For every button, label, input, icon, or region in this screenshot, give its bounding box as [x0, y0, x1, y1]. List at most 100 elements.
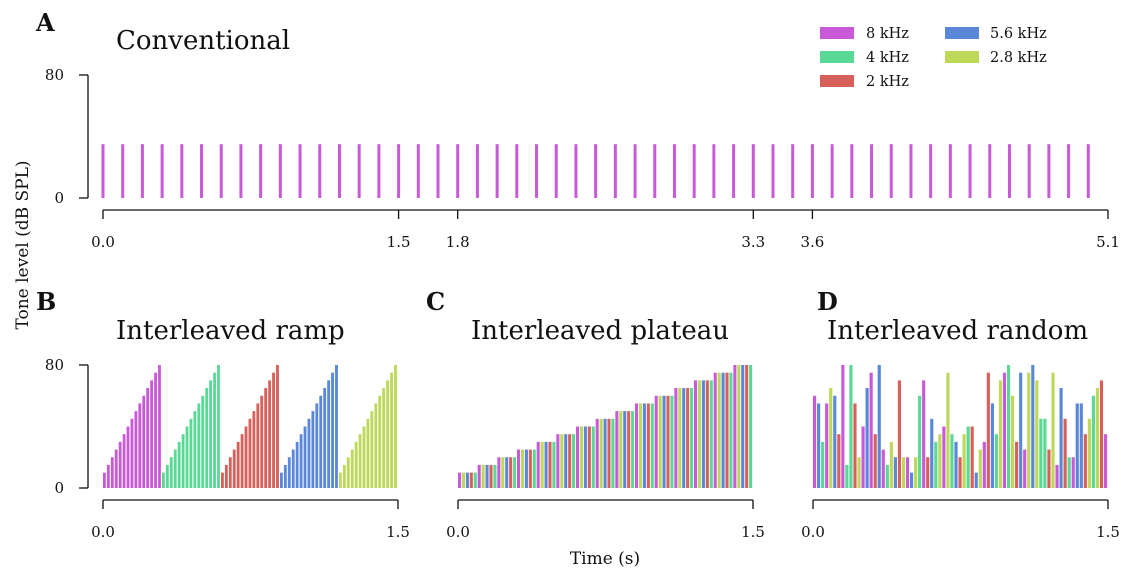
bar-8khz [1002, 372, 1007, 488]
bar-4khz [201, 395, 205, 488]
bar-8khz [909, 144, 913, 198]
bar-2-8khz [362, 426, 366, 488]
bar-2-8khz [366, 418, 370, 488]
bar-8khz [200, 144, 204, 198]
bar-8khz [1007, 144, 1011, 198]
bar-8khz [633, 144, 637, 198]
bar-2-8khz [461, 472, 466, 488]
legend-label-2khz: 2 kHz [866, 74, 909, 90]
bar-2khz [228, 457, 232, 488]
bar-4khz [950, 434, 954, 488]
bar-5-6khz [893, 457, 897, 488]
bar-2khz [646, 403, 650, 488]
bar-8khz [536, 441, 540, 488]
bar-5-6khz [1059, 388, 1063, 488]
bar-2khz [666, 395, 670, 488]
bar-2-8khz [560, 434, 564, 488]
bar-2khz [587, 426, 591, 488]
bar-2-8khz [386, 380, 390, 488]
panel-d-plot: 0.0 1.5 [801, 365, 1120, 541]
panel-letter-b: B [36, 287, 56, 316]
bar-8khz [298, 144, 302, 198]
bar-8khz [870, 144, 874, 198]
bar-8khz [118, 441, 122, 488]
legend-swatch-2-8khz [945, 51, 979, 63]
bar-5-6khz [877, 365, 881, 488]
bar-8khz [1071, 457, 1075, 488]
bar-8khz [825, 403, 829, 488]
bar-2-8khz [579, 426, 584, 488]
bar-4khz [189, 418, 193, 488]
bar-5-6khz [303, 426, 307, 488]
bar-4khz [918, 395, 922, 488]
bar-5-6khz [485, 464, 489, 488]
bar-2-8khz [599, 418, 603, 488]
panel-c-x-tick-label: 0.0 [446, 523, 470, 541]
bar-5-6khz [662, 395, 666, 488]
bar-5-6khz [817, 403, 821, 488]
legend-swatch-2khz [820, 75, 854, 87]
bar-2khz [1047, 449, 1051, 488]
bar-2khz [705, 380, 709, 488]
bar-5-6khz [954, 441, 958, 488]
bar-2-8khz [717, 372, 721, 488]
panel-c-plot: 0.0 1.5 [446, 365, 765, 541]
bar-2khz [244, 426, 248, 488]
bar-8khz [259, 144, 263, 198]
bar-8khz [1055, 464, 1059, 488]
bar-2khz [873, 434, 877, 488]
bar-8khz [613, 144, 617, 198]
bar-5-6khz [327, 380, 331, 488]
bar-4khz [552, 441, 556, 488]
bar-8khz [416, 144, 420, 198]
panel-a-x-tick-label: 0.0 [91, 233, 115, 251]
panel-d-x-tick-label: 0.0 [801, 523, 825, 541]
bar-4khz [572, 434, 576, 488]
bar-8khz [219, 144, 223, 198]
bar-2khz [232, 449, 236, 488]
panel-b-y-tick-label: 80 [45, 356, 64, 374]
bar-2-8khz [962, 434, 966, 488]
bar-4khz [185, 426, 189, 488]
bar-8khz [1027, 144, 1031, 198]
bar-8khz [942, 426, 946, 488]
bar-2-8khz [946, 372, 950, 488]
bar-4khz [821, 441, 825, 488]
bar-5-6khz [833, 395, 837, 488]
panel-b-y-tick-label: 0 [54, 479, 64, 497]
bar-5-6khz [319, 395, 323, 488]
bar-8khz [436, 144, 440, 198]
bar-2khz [248, 418, 252, 488]
bar-8khz [1047, 144, 1051, 198]
bar-2khz [837, 434, 841, 488]
bar-8khz [134, 411, 138, 488]
bar-4khz [193, 411, 197, 488]
bar-2-8khz [1051, 372, 1055, 488]
bar-2-8khz [382, 388, 386, 488]
bar-2khz [256, 403, 260, 488]
bar-8khz [103, 472, 106, 488]
bar-4khz [934, 441, 938, 488]
bar-8khz [337, 144, 341, 198]
bar-2khz [1015, 441, 1019, 488]
bar-2khz [686, 388, 690, 488]
legend-swatch-5-6khz [945, 27, 979, 39]
bar-8khz [672, 144, 676, 198]
bar-4khz [591, 426, 595, 488]
bar-2-8khz [370, 411, 374, 488]
bar-8khz [653, 144, 657, 198]
bar-4khz [162, 472, 165, 488]
bar-2-8khz [678, 388, 682, 488]
bar-4khz [1043, 418, 1047, 488]
bar-4khz [493, 464, 497, 488]
bar-5-6khz [283, 464, 287, 488]
bar-4khz [631, 411, 635, 488]
bar-2-8khz [889, 441, 893, 488]
bar-8khz [771, 144, 775, 198]
bar-2khz [897, 380, 902, 488]
bar-2khz [1099, 380, 1104, 488]
legend-label-2-8khz: 2.8 kHz [990, 50, 1047, 66]
bar-5-6khz [682, 388, 686, 488]
bar-8khz [948, 144, 952, 198]
